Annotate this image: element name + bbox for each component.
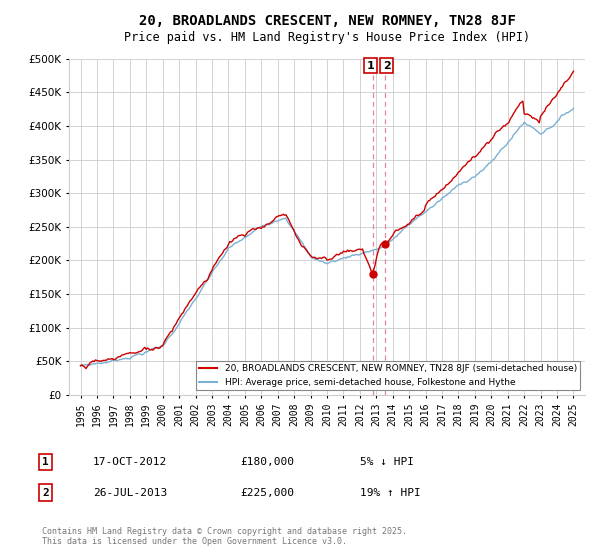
Text: 17-OCT-2012: 17-OCT-2012 <box>93 457 167 467</box>
Text: 19% ↑ HPI: 19% ↑ HPI <box>360 488 421 498</box>
Text: 20, BROADLANDS CRESCENT, NEW ROMNEY, TN28 8JF: 20, BROADLANDS CRESCENT, NEW ROMNEY, TN2… <box>139 14 515 28</box>
Text: 1: 1 <box>367 60 374 71</box>
Text: 1: 1 <box>42 457 49 467</box>
Text: Contains HM Land Registry data © Crown copyright and database right 2025.
This d: Contains HM Land Registry data © Crown c… <box>42 526 407 546</box>
Text: Price paid vs. HM Land Registry's House Price Index (HPI): Price paid vs. HM Land Registry's House … <box>124 31 530 44</box>
Text: 5% ↓ HPI: 5% ↓ HPI <box>360 457 414 467</box>
Text: £180,000: £180,000 <box>240 457 294 467</box>
Text: 2: 2 <box>42 488 49 498</box>
Text: 26-JUL-2013: 26-JUL-2013 <box>93 488 167 498</box>
Text: 2: 2 <box>383 60 391 71</box>
Legend: 20, BROADLANDS CRESCENT, NEW ROMNEY, TN28 8JF (semi-detached house), HPI: Averag: 20, BROADLANDS CRESCENT, NEW ROMNEY, TN2… <box>196 361 580 390</box>
Text: £225,000: £225,000 <box>240 488 294 498</box>
